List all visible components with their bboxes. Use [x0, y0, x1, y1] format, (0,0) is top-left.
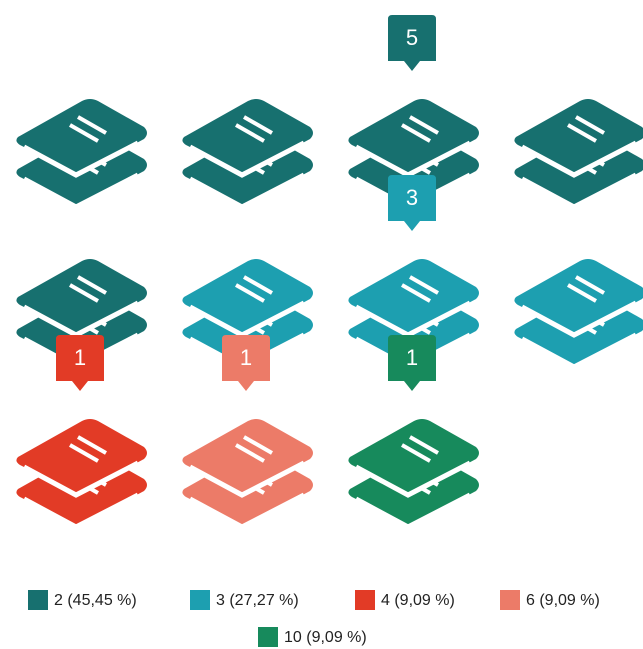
- book-icon: [348, 419, 480, 530]
- book-line: [235, 115, 273, 143]
- book-icon: [16, 419, 148, 530]
- book-page: [520, 140, 638, 178]
- book-page: [520, 172, 638, 210]
- book-page: [188, 460, 306, 498]
- callout-bubble: [388, 15, 436, 71]
- book-line: [235, 435, 273, 463]
- callout-value: 5: [406, 25, 418, 50]
- legend-swatch: [28, 590, 48, 610]
- legend-label: 6 (9,09 %): [526, 592, 600, 609]
- book-icon: [514, 99, 643, 210]
- book-page: [188, 492, 306, 530]
- legend-label: 3 (27,27 %): [216, 592, 299, 609]
- book-page: [22, 492, 140, 530]
- book-line: [69, 275, 107, 303]
- legend-swatch: [500, 590, 520, 610]
- book-page: [520, 300, 638, 338]
- callout-value: 1: [74, 345, 86, 370]
- callout-bubble: [56, 335, 104, 391]
- book-page: [22, 140, 140, 178]
- book-page: [188, 140, 306, 178]
- book-line: [401, 435, 439, 463]
- legend-label: 4 (9,09 %): [381, 592, 455, 609]
- book-icon: [182, 419, 314, 530]
- book-page: [22, 172, 140, 210]
- book-line: [567, 115, 605, 143]
- legend-swatch: [258, 627, 278, 647]
- book-icon: [348, 99, 480, 210]
- book-icon: [16, 99, 148, 210]
- book-line: [401, 275, 439, 303]
- book-line: [69, 435, 107, 463]
- legend-swatch: [190, 590, 210, 610]
- book-page: [22, 460, 140, 498]
- callout-bubble: [388, 335, 436, 391]
- book-icon: [348, 259, 480, 370]
- callout-bubble: [388, 175, 436, 231]
- book-page: [520, 332, 638, 370]
- callout-bubble: [222, 335, 270, 391]
- book-page: [188, 172, 306, 210]
- callout-value: 1: [406, 345, 418, 370]
- book-icon: [182, 99, 314, 210]
- book-line: [69, 115, 107, 143]
- callout-value: 1: [240, 345, 252, 370]
- book-line: [401, 115, 439, 143]
- callout-value: 3: [406, 185, 418, 210]
- book-icon: [514, 259, 643, 370]
- legend-label: 2 (45,45 %): [54, 592, 137, 609]
- legend-label: 10 (9,09 %): [284, 629, 367, 646]
- book-line: [567, 275, 605, 303]
- book-line: [235, 275, 273, 303]
- book-page: [354, 492, 472, 530]
- legend-swatch: [355, 590, 375, 610]
- book-page: [354, 460, 472, 498]
